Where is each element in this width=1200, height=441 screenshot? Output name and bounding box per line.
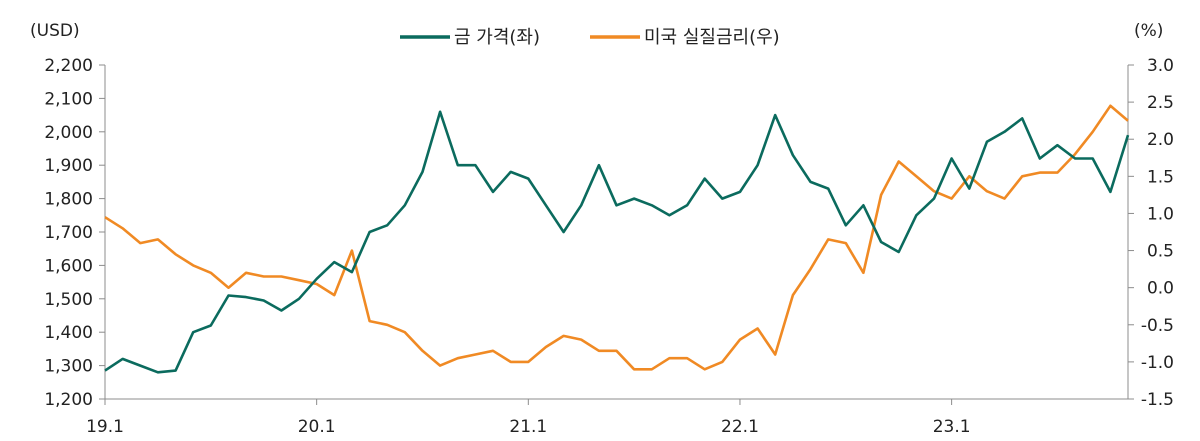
right-tick-label: 3.0 xyxy=(1147,56,1174,76)
left-tick-label: 2,100 xyxy=(44,89,93,109)
left-tick-label: 1,200 xyxy=(44,390,93,410)
series-line-real-rate xyxy=(104,104,1129,371)
right-tick-label: 2.5 xyxy=(1147,93,1174,113)
series-line-gold-price xyxy=(104,110,1130,374)
left-tick-label: 1,600 xyxy=(44,256,93,276)
left-tick-label: 1,700 xyxy=(44,223,93,243)
x-tick-label: 20.1 xyxy=(298,417,336,437)
right-tick-label: 0.0 xyxy=(1147,279,1174,299)
left-tick-label: 1,800 xyxy=(44,190,93,210)
x-tick-label: 23.1 xyxy=(933,417,971,437)
right-tick-label: 0.5 xyxy=(1147,242,1174,262)
right-tick-label: 1.0 xyxy=(1147,204,1174,224)
x-tick-label: 21.1 xyxy=(509,417,547,437)
right-axis-unit: (%) xyxy=(1134,21,1163,41)
left-tick-label: 1,500 xyxy=(44,290,93,310)
legend-label-gold: 금 가격(좌) xyxy=(454,27,540,48)
left-tick-label: 1,400 xyxy=(44,323,93,343)
x-axis-ticks: 19.1 20.1 21.1 22.1 23.1 xyxy=(86,399,971,437)
left-axis-ticks: 1,200 1,300 1,400 1,500 1,600 1,700 1,800 1,900… xyxy=(44,56,105,410)
right-tick-label: 2.0 xyxy=(1147,130,1174,150)
right-axis-ticks: -1.5 -1.0 -0.5 0.0 0.5 1.0 1.5 2.0 2.5 3.0 xyxy=(1128,56,1174,410)
right-tick-label: -1.5 xyxy=(1141,390,1174,410)
right-tick-label: -1.0 xyxy=(1141,353,1174,373)
right-tick-label: -0.5 xyxy=(1141,316,1174,336)
left-tick-label: 1,900 xyxy=(44,156,93,176)
left-axis-unit: (USD) xyxy=(30,21,80,41)
plot-area xyxy=(104,104,1130,374)
x-tick-label: 19.1 xyxy=(86,417,124,437)
right-tick-label: 1.5 xyxy=(1147,167,1174,187)
left-tick-label: 1,300 xyxy=(44,357,93,377)
legend-label-real-rate: 미국 실질금리(우) xyxy=(644,27,780,48)
left-tick-label: 2,200 xyxy=(44,56,93,76)
legend: 금 가격(좌) 미국 실질금리(우) xyxy=(400,27,780,48)
x-tick-label: 22.1 xyxy=(721,417,759,437)
left-tick-label: 2,000 xyxy=(44,123,93,143)
